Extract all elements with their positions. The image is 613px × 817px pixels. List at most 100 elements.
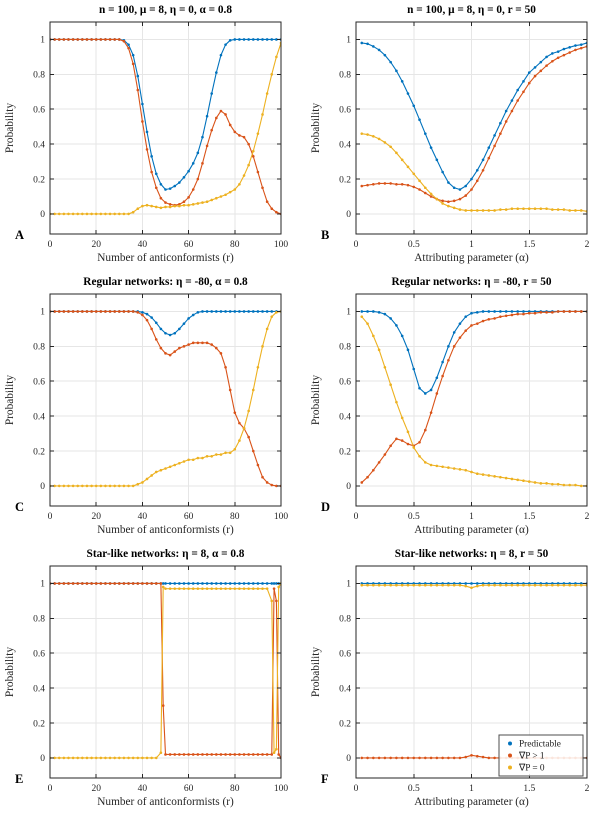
x-tick-label: 0.5 (408, 512, 420, 522)
y-tick-label: 0.8 (33, 343, 45, 353)
tick-marks (355, 566, 588, 778)
tick-marks (49, 294, 282, 506)
y-tick-label: 0.6 (33, 650, 45, 660)
x-tick-label: 2 (585, 512, 590, 522)
y-tick-label: 0.2 (339, 447, 351, 457)
y-tick-label: 0.4 (339, 684, 351, 694)
panel-e: 0 20 40 60 80 100 0 0.2 0.4 0.6 0.8 1 Star-like netw… (0, 544, 306, 817)
x-tick-label: 20 (91, 512, 101, 522)
tick-labels: 0 20 40 60 80 100 0 0.2 0.4 0.6 0.8 1 (33, 36, 288, 250)
x-tick-label: 0 (354, 240, 359, 250)
y-tick-label: 0.4 (33, 140, 45, 150)
x-tick-label: 0 (354, 784, 359, 794)
x-tick-label: 1 (469, 784, 474, 794)
x-axis-label: Attributing parameter (α) (414, 524, 529, 536)
y-tick-label: 0.8 (339, 615, 351, 625)
legend-label-predictable: Predictable (519, 740, 561, 750)
series-grad-p-eq-0-line (50, 310, 281, 487)
series-grad-p-gt-1-line (361, 45, 587, 203)
y-tick-label: 0.6 (339, 378, 351, 388)
y-tick-label: 0 (40, 482, 45, 492)
series-grad-p-eq-0-markers (360, 583, 587, 590)
series-grad-p-gt-1-line (50, 38, 281, 215)
x-axis-label: Number of anticonformists (r) (97, 524, 234, 536)
y-tick-label: 0.8 (339, 343, 351, 353)
panel-a-canvas: 0 20 40 60 80 100 0 0.2 0.4 0.6 0.8 1 n = 100, μ = 8… (4, 4, 288, 264)
series-grad-p-gt-1-markers (50, 582, 281, 760)
x-tick-label: 0.5 (408, 784, 420, 794)
x-tick-label: 60 (184, 512, 194, 522)
y-tick-label: 0.2 (33, 175, 45, 185)
series-grad-p-gt-1-line (361, 310, 587, 483)
x-axis-label: Attributing parameter (α) (414, 252, 529, 264)
y-tick-label: 0.6 (339, 650, 351, 660)
y-tick-label: 0.4 (339, 412, 351, 422)
panel-title: n = 100, μ = 8, η = 0, r = 50 (407, 4, 536, 16)
x-tick-label: 60 (184, 240, 194, 250)
series-grad-p-gt-1-markers (360, 45, 587, 204)
panel-letter: A (15, 228, 24, 242)
y-tick-label: 0 (40, 210, 45, 220)
x-tick-label: 80 (230, 240, 240, 250)
panel-c: 0 20 40 60 80 100 0 0.2 0.4 0.6 0.8 1 Regular networ… (0, 272, 306, 544)
series-group (50, 38, 281, 216)
panel-title: Regular networks: η = -80, r = 50 (391, 276, 551, 288)
panel-d: 0 0.5 1 1.5 2 0 0.2 0.4 0.6 0.8 1 Regular networks:… (306, 272, 613, 544)
legend-label-grad-p-eq-0: ∇P = 0 (518, 764, 545, 774)
series-grad-p-eq-0-markers (50, 582, 281, 760)
y-axis-label: Probability (310, 103, 322, 154)
panel-f: 0 0.5 1 1.5 2 0 0.2 0.4 0.6 0.8 1 Star-like network… (306, 544, 613, 817)
panel-b-canvas: 0 0.5 1 1.5 2 0 0.2 0.4 0.6 0.8 1 n = 100, μ = 8, η… (310, 4, 590, 264)
x-tick-label: 1.5 (523, 240, 535, 250)
series-predictable-markers (50, 310, 281, 337)
x-axis-label: Attributing parameter (α) (414, 796, 529, 808)
panel-title: Star-like networks: η = 8, α = 0.8 (87, 548, 245, 560)
legend-item-grad-p-eq-0: ∇P = 0 (508, 764, 545, 774)
y-tick-label: 0.6 (339, 106, 351, 116)
panel-e-canvas: 0 20 40 60 80 100 0 0.2 0.4 0.6 0.8 1 Star-like netw… (4, 548, 289, 808)
x-tick-label: 40 (138, 784, 148, 794)
y-tick-label: 0.2 (339, 719, 351, 729)
y-tick-label: 0 (346, 754, 351, 764)
series-predictable-line (361, 42, 587, 191)
tick-marks (49, 566, 282, 778)
x-tick-label: 1.5 (523, 512, 535, 522)
y-tick-label: 1 (346, 308, 351, 318)
panel-letter: F (321, 772, 329, 786)
series-grad-p-eq-0-line (361, 133, 587, 212)
series-grad-p-eq-0-line (50, 583, 281, 759)
series-grad-p-gt-1-line (50, 582, 281, 759)
tick-marks (49, 22, 282, 234)
x-tick-label: 60 (184, 784, 194, 794)
legend-item-grad-p-gt-1: ∇P > 1 (508, 752, 545, 762)
y-tick-label: 0.2 (339, 175, 351, 185)
panel-title: n = 100, μ = 8, η = 0, α = 0.8 (99, 4, 232, 16)
legend-item-predictable: Predictable (508, 740, 561, 750)
y-axis-label: Probability (4, 375, 16, 426)
x-tick-label: 1 (469, 240, 474, 250)
series-grad-p-eq-0-line (361, 584, 587, 589)
x-tick-label: 2 (585, 784, 590, 794)
x-axis-label: Number of anticonformists (r) (97, 796, 234, 808)
series-group (360, 582, 587, 760)
y-tick-label: 1 (40, 308, 45, 318)
y-tick-label: 0.8 (33, 71, 45, 81)
tick-marks (355, 294, 588, 506)
x-tick-label: 20 (91, 784, 101, 794)
x-tick-label: 100 (274, 784, 289, 794)
y-tick-label: 1 (346, 580, 351, 590)
panel-b: 0 0.5 1 1.5 2 0 0.2 0.4 0.6 0.8 1 n = 100, μ = 8, η… (306, 0, 613, 272)
x-tick-label: 40 (138, 512, 148, 522)
series-group (50, 582, 281, 760)
legend-box: Predictable ∇P > 1 ∇P = 0 (498, 734, 584, 777)
x-tick-label: 20 (91, 240, 101, 250)
y-axis-label: Probability (4, 103, 16, 154)
panel-letter: B (321, 228, 329, 242)
panel-letter: C (15, 500, 24, 514)
x-tick-label: 0 (354, 512, 359, 522)
tick-marks (355, 22, 588, 234)
y-axis-label: Probability (310, 375, 322, 426)
x-tick-label: 1 (469, 512, 474, 522)
y-tick-label: 0.2 (33, 719, 45, 729)
panel-title: Star-like networks: η = 8, r = 50 (395, 548, 549, 560)
